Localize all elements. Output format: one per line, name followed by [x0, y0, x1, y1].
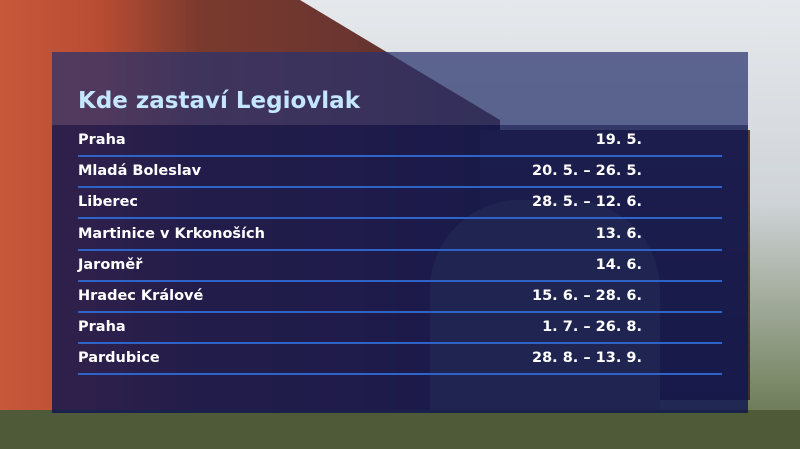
city-name: Mladá Boleslav: [78, 163, 202, 180]
city-name: Praha: [78, 319, 126, 336]
stop-dates: 15. 6. – 28. 6.: [531, 288, 642, 304]
stop-dates: 13. 6.: [595, 225, 642, 242]
title-panel: [52, 52, 748, 125]
city-name: Praha: [78, 132, 126, 148]
ground-photo: [0, 410, 800, 449]
schedule-row: Praha 19. 5.: [78, 126, 722, 157]
stop-dates: 28. 8. – 13. 9.: [531, 350, 642, 367]
schedule-row: Jaroměř 14. 6.: [78, 251, 722, 282]
schedule-row: Liberec 28. 5. – 12. 6.: [78, 188, 722, 220]
city-name: Hradec Králové: [78, 288, 204, 304]
stop-dates: 14. 6.: [595, 256, 642, 273]
schedule-row: Praha 1. 7. – 26. 8.: [78, 313, 722, 345]
city-name: Pardubice: [78, 350, 160, 367]
stop-dates: 1. 7. – 26. 8.: [542, 319, 642, 336]
schedule-row: Hradec Králové 15. 6. – 28. 6.: [78, 282, 722, 313]
schedule-row: Martinice v Krkonoších 13. 6.: [78, 220, 722, 251]
city-name: Jaroměř: [78, 256, 143, 273]
city-name: Liberec: [78, 194, 139, 211]
schedule-panel: [52, 125, 748, 413]
schedule-row: Pardubice 28. 8. – 13. 9.: [78, 344, 722, 376]
city-name: Martinice v Krkonoších: [78, 225, 265, 242]
stop-dates: 20. 5. – 26. 5.: [531, 163, 642, 180]
stop-dates: 28. 5. – 12. 6.: [531, 194, 642, 211]
stop-dates: 19. 5.: [595, 132, 642, 148]
graphic-title: Kde zastaví Legiovlak: [78, 88, 360, 114]
schedule-row: Mladá Boleslav 20. 5. – 26. 5.: [78, 157, 722, 189]
